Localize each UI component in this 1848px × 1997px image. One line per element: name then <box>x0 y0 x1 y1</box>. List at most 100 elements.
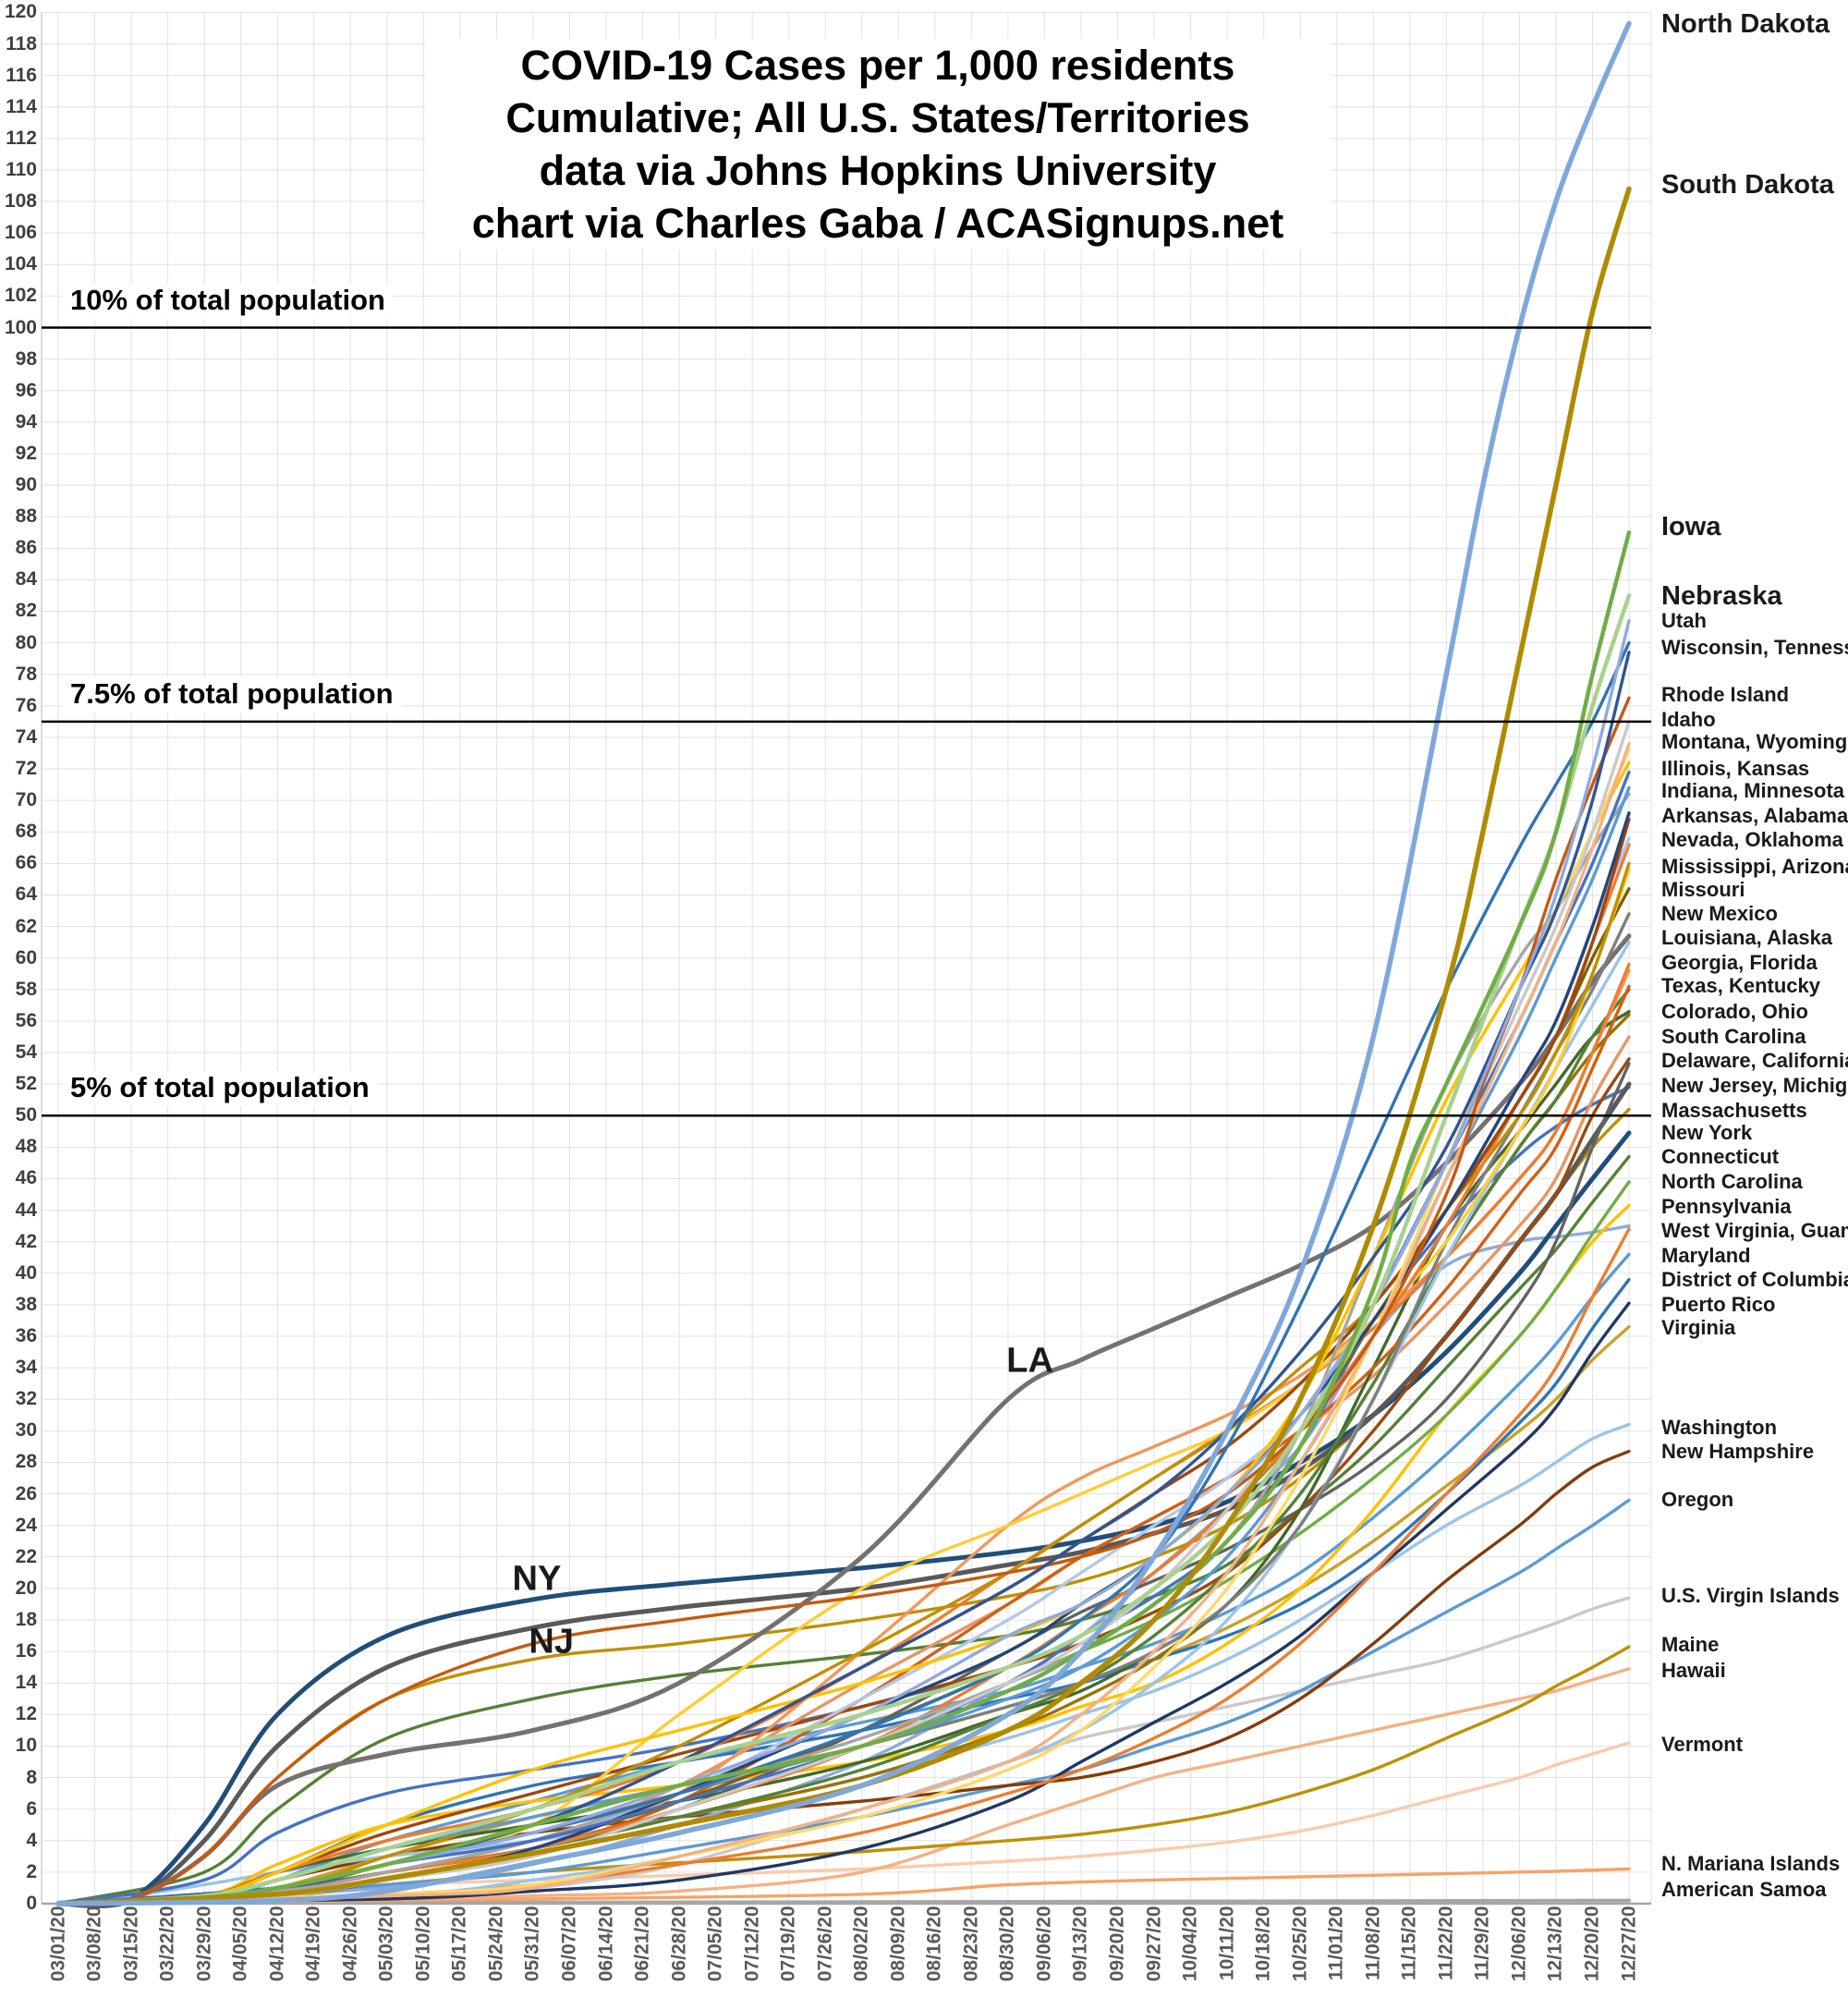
y-tick-label: 82 <box>15 600 37 622</box>
series-line-virginia <box>56 1325 1631 1906</box>
y-tick-label: 24 <box>15 1514 37 1536</box>
y-tick-label: 86 <box>15 537 37 559</box>
series-end-label: Maryland <box>1661 1244 1751 1268</box>
chart-title-line-2: Cumulative; All U.S. States/Territories <box>505 94 1250 141</box>
series-end-label: Pennsylvania <box>1661 1195 1792 1219</box>
series-end-label: Texas, Kentucky <box>1661 974 1821 998</box>
y-tick-label: 40 <box>15 1261 37 1284</box>
y-tick-label: 52 <box>15 1073 37 1095</box>
x-tick-label: 12/06/20 <box>1508 1906 1530 1982</box>
x-tick-label: 04/26/20 <box>339 1906 361 1982</box>
series-end-label: New York <box>1661 1121 1753 1144</box>
x-tick-label: 04/05/20 <box>229 1906 251 1982</box>
series-line-louisiana <box>55 933 1632 1906</box>
x-tick-label: 11/29/20 <box>1471 1906 1493 1981</box>
series-line-arizona <box>56 868 1631 1906</box>
y-tick-label: 110 <box>6 158 37 180</box>
x-tick-label: 06/21/20 <box>631 1906 653 1982</box>
x-tick-label: 04/19/20 <box>302 1906 324 1982</box>
y-tick-label: 116 <box>6 64 37 86</box>
y-tick-label: 36 <box>15 1325 37 1347</box>
y-tick-label: 6 <box>26 1797 37 1820</box>
series-line-n-mariana-islands <box>56 1867 1631 1906</box>
chart-title-line-3: data via Johns Hopkins University <box>539 147 1217 194</box>
annotation-nj: NJ <box>529 1622 575 1662</box>
y-tick-label: 22 <box>15 1545 37 1567</box>
y-tick-label: 80 <box>15 631 37 653</box>
y-tick-label: 20 <box>15 1577 37 1599</box>
series-end-label: South Carolina <box>1661 1024 1806 1048</box>
y-tick-label: 44 <box>15 1199 37 1221</box>
x-tick-label: 03/08/20 <box>83 1906 105 1982</box>
x-tick-label: 05/24/20 <box>485 1906 507 1982</box>
x-tick-label: 05/03/20 <box>375 1906 397 1982</box>
y-tick-label: 72 <box>15 758 37 780</box>
x-tick-label: 06/28/20 <box>668 1906 690 1982</box>
x-tick-label: 06/07/20 <box>558 1906 580 1982</box>
y-tick-label: 4 <box>26 1829 37 1851</box>
y-tick-label: 108 <box>4 190 37 213</box>
series-end-label: Vermont <box>1661 1732 1744 1756</box>
x-tick-label: 12/13/20 <box>1544 1906 1566 1982</box>
series-end-label: U.S. Virgin Islands <box>1661 1584 1840 1608</box>
annotation-ny: NY <box>512 1559 562 1599</box>
y-tick-label: 112 <box>6 127 37 149</box>
x-tick-label: 07/19/20 <box>777 1906 799 1982</box>
y-tick-label: 62 <box>15 915 37 937</box>
x-tick-label: 06/14/20 <box>595 1906 617 1982</box>
series-end-label: Montana, Wyoming <box>1661 730 1848 754</box>
x-tick-label: 10/11/20 <box>1216 1906 1238 1981</box>
series-end-label: Arkansas, Alabama <box>1661 804 1848 828</box>
series-end-label: Washington <box>1661 1415 1778 1439</box>
y-tick-label: 26 <box>15 1482 37 1504</box>
series-line-puerto-rico <box>56 1301 1631 1906</box>
y-tick-label: 48 <box>15 1136 37 1158</box>
x-tick-label: 05/17/20 <box>448 1906 470 1982</box>
x-tick-label: 08/02/20 <box>850 1906 872 1982</box>
series-line-north-dakota <box>55 20 1632 1906</box>
y-tick-label: 76 <box>15 694 37 716</box>
x-tick-label: 09/06/20 <box>1033 1906 1055 1982</box>
y-tick-label: 70 <box>15 789 37 811</box>
x-tick-label: 08/09/20 <box>887 1906 909 1982</box>
annotation-la: LA <box>1006 1341 1053 1381</box>
series-end-label: Rhode Island <box>1661 682 1790 706</box>
x-tick-label: 10/04/20 <box>1179 1906 1201 1982</box>
x-tick-label: 09/20/20 <box>1106 1906 1128 1982</box>
y-tick-label: 58 <box>15 978 37 1000</box>
y-tick-label: 60 <box>15 946 37 968</box>
y-tick-label: 120 <box>4 1 37 23</box>
y-tick-label: 78 <box>15 663 37 685</box>
y-tick-label: 84 <box>15 568 37 591</box>
series-end-label: Missouri <box>1661 878 1745 902</box>
series-line-south-dakota <box>55 186 1632 1906</box>
series-end-label: Connecticut <box>1661 1144 1780 1168</box>
chart-title-line-1: COVID-19 Cases per 1,000 residents <box>520 42 1235 89</box>
x-tick-label: 09/27/20 <box>1143 1906 1165 1982</box>
y-tick-label: 14 <box>15 1672 37 1694</box>
series-end-label: Utah <box>1661 608 1707 632</box>
y-tick-label: 64 <box>15 883 37 906</box>
series-end-label: Iowa <box>1661 512 1721 542</box>
y-tick-label: 88 <box>15 505 37 528</box>
y-tick-label: 96 <box>15 379 37 401</box>
y-tick-label: 10 <box>15 1735 37 1757</box>
x-tick-label: 05/31/20 <box>521 1906 543 1982</box>
chart-title-line-4: chart via Charles Gaba / ACASignups.net <box>471 200 1284 247</box>
x-tick-label: 11/15/20 <box>1398 1906 1420 1981</box>
y-tick-label: 34 <box>15 1357 37 1379</box>
reference-line-label: 5% of total population <box>63 1071 377 1107</box>
series-end-label: Wisconsin, Tennessee <box>1661 635 1848 659</box>
x-tick-label: 03/22/20 <box>156 1906 178 1982</box>
y-tick-label: 102 <box>4 285 37 307</box>
x-tick-label: 08/30/20 <box>996 1906 1018 1982</box>
x-tick-label: 11/22/20 <box>1435 1906 1457 1981</box>
series-line-new-york <box>55 1130 1632 1909</box>
y-tick-label: 56 <box>15 1009 37 1031</box>
series-line-iowa <box>55 530 1632 1906</box>
y-tick-label: 16 <box>15 1640 37 1662</box>
y-tick-label: 54 <box>15 1041 37 1064</box>
series-end-label: Massachusetts <box>1661 1099 1807 1123</box>
